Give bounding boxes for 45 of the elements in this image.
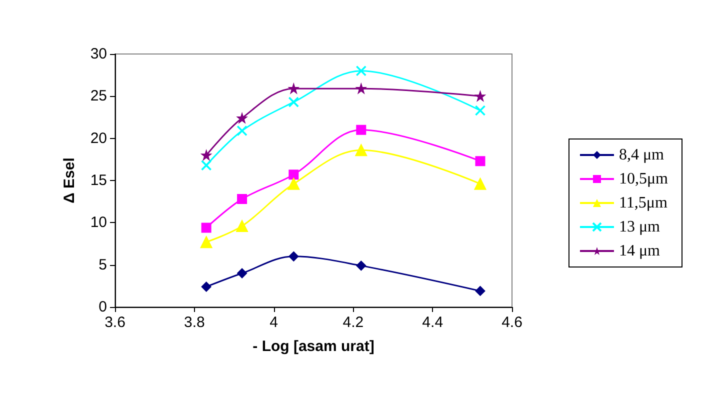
point [201,150,212,160]
point [356,84,366,94]
y-tick-label: 0 [98,298,107,316]
y-tick-label: 25 [90,88,107,105]
point [237,194,248,204]
point [288,170,299,180]
point [236,125,248,136]
point [355,144,368,156]
x-tick-label: 4.6 [502,314,522,331]
y-tick-label: 30 [90,46,107,62]
x-tick-label: 3.8 [184,314,205,331]
point [236,220,248,232]
legend-label: 14 μm [618,242,661,260]
x-tick-label: 4.4 [422,314,444,331]
y-tick-label: 15 [90,172,107,189]
legend-label: 10,5μm [618,170,669,188]
legend-label: 13 μm [618,218,661,236]
point [237,268,248,278]
point [288,178,300,190]
legend-label: 8,4 μm [618,146,665,164]
point [475,156,486,166]
y-tick-label: 5 [98,256,107,274]
point [200,236,212,248]
point [200,160,212,171]
point [201,282,212,292]
point [356,124,366,135]
point [475,286,486,296]
point [288,96,300,108]
point [356,260,366,271]
point [475,91,486,102]
x-tick-label: 4 [270,314,278,331]
y-tick-label: 10 [90,214,107,232]
point [356,65,367,76]
x-tick-label: 4.2 [342,314,364,331]
point [288,84,299,94]
x-axis-title: - Log [asam urat] [252,338,374,355]
x-tick-label: 3.6 [104,314,126,331]
y-tick-label: 20 [90,130,107,147]
y-axis-title: Δ Esel [61,158,78,204]
legend-label: 11,5μm [618,194,668,212]
point [237,113,248,124]
point [474,105,486,116]
point [288,251,299,262]
point [201,222,212,233]
point [474,178,486,190]
